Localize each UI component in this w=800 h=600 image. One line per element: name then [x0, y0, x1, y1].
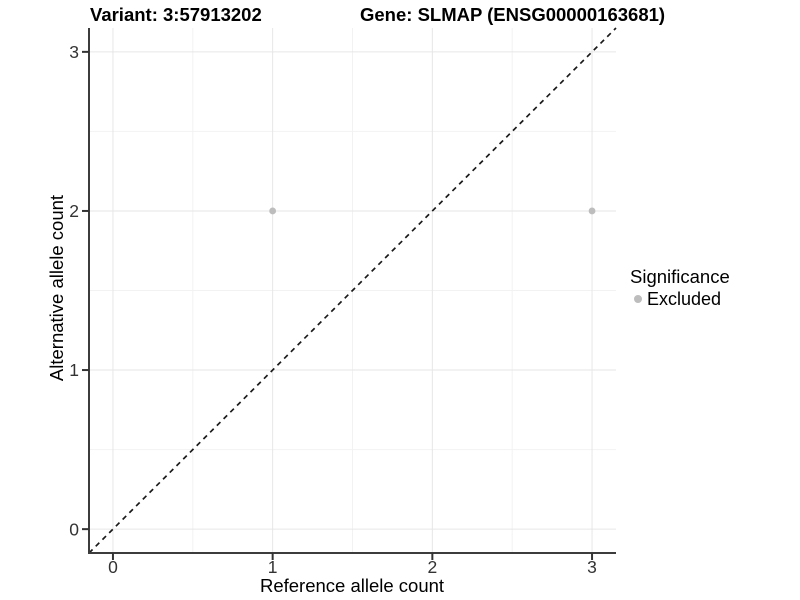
y-tick-label: 2 — [69, 201, 79, 221]
y-axis-label: Alternative allele count — [46, 194, 67, 382]
plot-title-gene: Gene: SLMAP (ENSG00000163681) — [360, 4, 666, 25]
identity-line — [88, 27, 617, 554]
x-tick-label: 3 — [587, 557, 597, 577]
x-axis-label: Reference allele count — [259, 575, 445, 596]
legend-entry-label: Excluded — [647, 289, 722, 309]
x-tick-label: 2 — [427, 557, 437, 577]
data-point — [588, 207, 596, 215]
y-tick-label: 1 — [69, 360, 79, 380]
legend-point-icon — [634, 295, 642, 303]
x-tick-label: 0 — [108, 557, 118, 577]
legend: Significance Excluded — [630, 266, 730, 309]
plot-title-variant: Variant: 3:57913202 — [90, 4, 262, 25]
data-point — [269, 207, 277, 215]
y-tick-label: 0 — [69, 519, 79, 539]
y-tick-label: 3 — [69, 42, 79, 62]
legend-title: Significance — [630, 266, 730, 287]
x-tick-label: 1 — [268, 557, 278, 577]
legend-entry-excluded: Excluded — [630, 289, 730, 309]
